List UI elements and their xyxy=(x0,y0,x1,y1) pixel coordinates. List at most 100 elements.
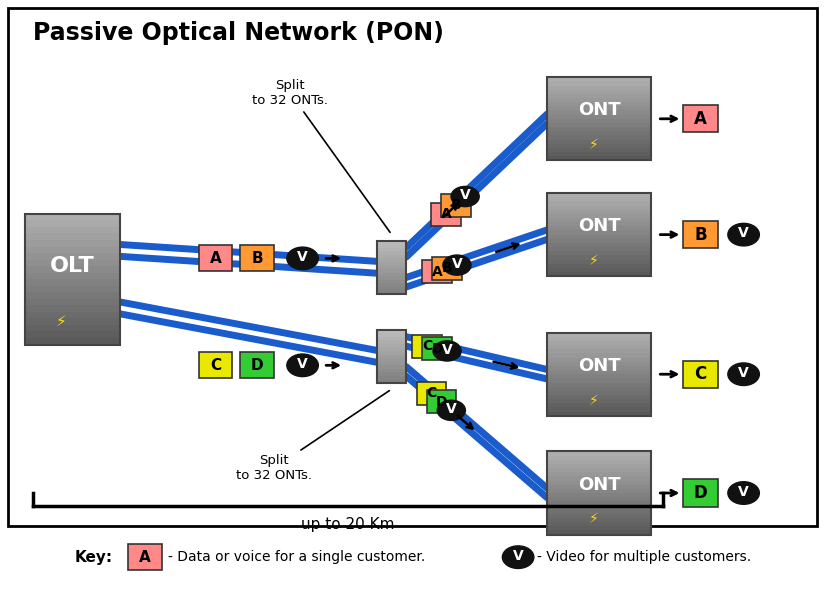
Bar xyxy=(377,276,406,280)
Bar xyxy=(25,279,120,286)
FancyBboxPatch shape xyxy=(682,361,717,388)
Bar xyxy=(377,262,406,266)
Bar xyxy=(546,77,650,81)
FancyBboxPatch shape xyxy=(431,203,460,226)
Text: ⚡: ⚡ xyxy=(588,138,598,153)
Bar xyxy=(546,358,650,362)
Bar xyxy=(546,378,650,383)
Bar xyxy=(546,341,650,345)
Bar xyxy=(377,266,406,269)
Bar xyxy=(546,247,650,251)
Bar xyxy=(377,241,406,244)
Text: C: C xyxy=(421,339,432,353)
FancyBboxPatch shape xyxy=(421,337,451,361)
Bar xyxy=(546,514,650,518)
Bar xyxy=(546,460,650,464)
Bar xyxy=(546,206,650,210)
Text: D: D xyxy=(436,395,446,409)
Text: Passive Optical Network (PON): Passive Optical Network (PON) xyxy=(33,21,444,45)
Text: Split
to 32 ONTs.: Split to 32 ONTs. xyxy=(235,391,389,482)
Bar xyxy=(546,464,650,468)
Bar xyxy=(25,292,120,299)
FancyBboxPatch shape xyxy=(682,221,717,248)
Bar xyxy=(546,235,650,239)
Bar xyxy=(377,290,406,294)
Bar xyxy=(546,362,650,366)
Text: D: D xyxy=(250,358,263,373)
Bar xyxy=(546,251,650,255)
Bar xyxy=(546,526,650,530)
Bar xyxy=(546,522,650,526)
Text: B: B xyxy=(450,198,460,213)
Text: V: V xyxy=(460,188,470,203)
Text: V: V xyxy=(738,366,748,380)
Bar xyxy=(546,210,650,214)
Text: V: V xyxy=(451,257,462,271)
Circle shape xyxy=(442,255,470,275)
Bar xyxy=(546,86,650,90)
Bar xyxy=(546,127,650,131)
Bar xyxy=(546,501,650,505)
Bar xyxy=(377,340,406,344)
Bar xyxy=(546,193,650,197)
Text: V: V xyxy=(738,485,748,499)
Text: ONT: ONT xyxy=(577,357,619,375)
Bar xyxy=(377,283,406,287)
Bar xyxy=(377,269,406,273)
Bar xyxy=(546,90,650,94)
Bar xyxy=(546,115,650,119)
Bar xyxy=(25,260,120,266)
Bar xyxy=(377,355,406,358)
Text: B: B xyxy=(441,261,452,276)
FancyBboxPatch shape xyxy=(412,334,442,358)
Text: OLT: OLT xyxy=(51,256,94,276)
Text: ONT: ONT xyxy=(577,102,619,119)
Bar xyxy=(546,370,650,374)
Bar xyxy=(546,530,650,535)
Bar xyxy=(546,345,650,349)
Bar xyxy=(546,383,650,387)
Bar xyxy=(546,493,650,497)
Bar xyxy=(546,140,650,144)
Bar xyxy=(377,362,406,365)
Bar xyxy=(25,318,120,325)
FancyBboxPatch shape xyxy=(440,194,470,217)
Text: D: D xyxy=(693,484,706,502)
Bar xyxy=(546,366,650,370)
Bar xyxy=(546,374,650,378)
Bar xyxy=(546,337,650,341)
Bar xyxy=(25,338,120,345)
Bar xyxy=(377,351,406,355)
Text: ⚡: ⚡ xyxy=(55,314,66,328)
Bar xyxy=(377,287,406,290)
Bar xyxy=(546,197,650,201)
Text: V: V xyxy=(297,250,307,264)
Bar xyxy=(25,299,120,305)
Text: ⚡: ⚡ xyxy=(588,513,598,527)
Bar xyxy=(546,135,650,140)
Bar xyxy=(546,123,650,127)
Circle shape xyxy=(286,247,318,270)
Bar xyxy=(546,268,650,272)
Bar xyxy=(377,344,406,347)
Bar xyxy=(377,251,406,255)
Bar xyxy=(25,240,120,247)
Text: C: C xyxy=(694,365,705,383)
Circle shape xyxy=(286,354,318,377)
FancyBboxPatch shape xyxy=(431,257,461,280)
Text: C: C xyxy=(209,358,221,373)
Bar xyxy=(546,260,650,264)
Bar xyxy=(377,380,406,383)
Text: Key:: Key: xyxy=(75,549,113,565)
Circle shape xyxy=(727,363,758,386)
Text: V: V xyxy=(297,357,307,371)
Text: - Data or voice for a single customer.: - Data or voice for a single customer. xyxy=(168,550,425,564)
Bar xyxy=(25,220,120,227)
Bar xyxy=(546,407,650,412)
Bar xyxy=(546,391,650,395)
Text: A: A xyxy=(431,265,442,279)
Bar xyxy=(546,106,650,110)
Bar xyxy=(377,333,406,337)
Bar xyxy=(377,255,406,258)
Bar xyxy=(546,349,650,353)
